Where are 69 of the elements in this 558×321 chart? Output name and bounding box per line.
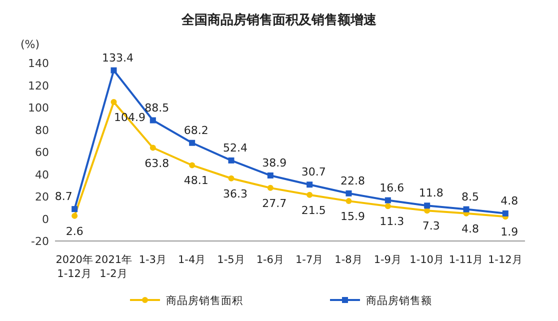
point [424, 202, 430, 209]
point [72, 206, 78, 212]
point [384, 203, 391, 210]
data-label: 11.8 [418, 186, 444, 200]
y-tick-label: 40 [35, 168, 49, 182]
y-tick-label: 80 [35, 124, 49, 137]
data-label: 30.7 [301, 166, 326, 179]
point [110, 99, 117, 106]
point [150, 117, 156, 124]
point [306, 182, 313, 188]
data-label: 15.9 [340, 210, 365, 224]
data-label: 1.9 [500, 226, 518, 239]
x-tick-label: 1-3月 [138, 254, 167, 266]
data-label: 88.5 [144, 101, 170, 114]
point [384, 197, 391, 204]
point [346, 198, 352, 204]
data-label: 8.7 [54, 190, 72, 204]
x-tick-label: 1-6月 [256, 254, 284, 266]
y-tick-label: 140 [28, 57, 49, 70]
y-tick-label: 100 [28, 102, 49, 114]
point [267, 184, 274, 191]
x-tick-label: 1-11月 [448, 254, 484, 266]
y-tick-label: 120 [28, 79, 49, 92]
point [72, 212, 78, 219]
data-label: 133.4 [102, 51, 134, 64]
legend-label: 商品房销售面积 [166, 294, 243, 307]
data-label: 16.6 [380, 181, 404, 194]
x-tick-label: 1-4月 [178, 254, 206, 266]
x-tick-label: 1-7月 [296, 254, 324, 266]
y-tick-label: 60 [35, 146, 49, 159]
data-label: 7.3 [422, 220, 440, 233]
data-label: 63.8 [144, 156, 170, 170]
data-label: 8.5 [462, 190, 479, 204]
data-label: 48.1 [184, 174, 208, 188]
point [228, 175, 234, 182]
x-tick-label: 1-9月 [374, 254, 402, 266]
x-tick-label: 1-10月 [410, 254, 445, 266]
data-label: 36.3 [223, 187, 248, 200]
data-label: 2.6 [66, 224, 84, 238]
point [346, 190, 352, 196]
point [189, 140, 196, 146]
x-tick-label: 1-5月 [217, 254, 246, 266]
data-label: 22.8 [340, 174, 365, 188]
y-axis-title: (%) [20, 38, 40, 51]
data-label: 27.7 [262, 196, 287, 210]
data-label: 21.5 [301, 204, 326, 217]
legend-label: 商品房销售额 [366, 294, 432, 307]
data-label: 4.8 [462, 222, 479, 236]
data-label: 52.4 [223, 141, 248, 154]
point [267, 172, 274, 178]
x-tick-label: 1-12月 [488, 254, 523, 266]
chart-title: 全国商品房销售面积及销售额增速 [180, 12, 378, 28]
point [150, 144, 156, 151]
point [306, 192, 313, 198]
point [228, 157, 234, 164]
point [189, 162, 196, 168]
y-tick-label: 0 [42, 212, 49, 226]
x-tick-label: 1-8月 [334, 254, 363, 266]
x-tick-label: 2021年 1-2月 [94, 254, 133, 280]
data-label: 11.3 [380, 215, 404, 228]
point [463, 206, 470, 212]
data-label: 4.8 [500, 194, 518, 208]
point [502, 210, 508, 216]
data-label: 68.2 [184, 124, 208, 137]
data-label: 38.9 [262, 156, 287, 170]
y-tick-label: -20 [31, 235, 49, 248]
y-tick-label: 20 [35, 190, 49, 204]
point [110, 67, 117, 74]
x-tick-label: 2020年 1-12月 [56, 254, 94, 280]
